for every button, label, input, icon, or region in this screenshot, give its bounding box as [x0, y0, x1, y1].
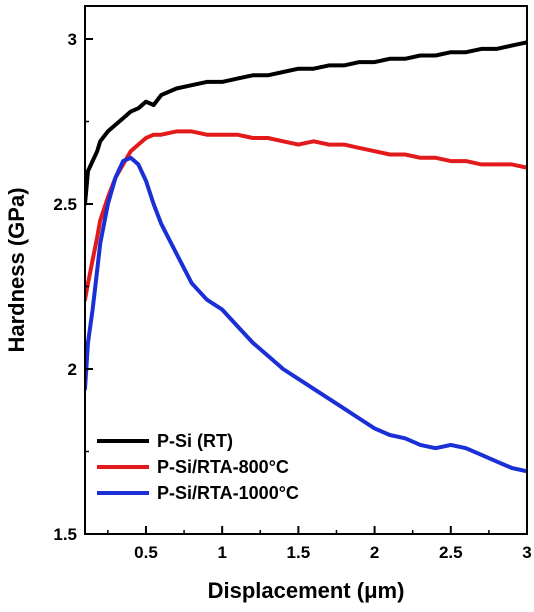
x-tick-label: 1 — [217, 543, 226, 562]
x-axis-title: Displacement (μm) — [208, 578, 405, 603]
y-tick-label: 3 — [68, 30, 77, 49]
y-tick-label: 2.5 — [53, 195, 77, 214]
x-tick-label: 3 — [522, 543, 531, 562]
series-layer — [85, 40, 527, 474]
y-axis-title: Hardness (GPa) — [4, 187, 29, 352]
x-tick-label: 0.5 — [134, 543, 158, 562]
series-line-2 — [85, 155, 527, 474]
plot-frame — [84, 5, 528, 535]
series-line-1 — [85, 129, 527, 302]
y-tick-label: 2 — [68, 360, 77, 379]
x-tick-label: 2.5 — [439, 543, 463, 562]
series-line-0 — [85, 40, 527, 206]
legend-label: P-Si/RTA-800°C — [157, 457, 289, 477]
x-tick-label: 1.5 — [287, 543, 311, 562]
y-axis: 1.5 2 2.5 3 — [53, 30, 93, 544]
x-tick-label: 2 — [370, 543, 379, 562]
legend-label: P-Si/RTA-1000°C — [157, 483, 299, 503]
legend-label: P-Si (RT) — [157, 431, 233, 451]
legend: P-Si (RT) P-Si/RTA-800°C P-Si/RTA-1000°C — [97, 431, 299, 503]
y-tick-label: 1.5 — [53, 525, 77, 544]
x-axis: 0.5 1 1.5 2 2.5 3 — [107, 526, 532, 562]
